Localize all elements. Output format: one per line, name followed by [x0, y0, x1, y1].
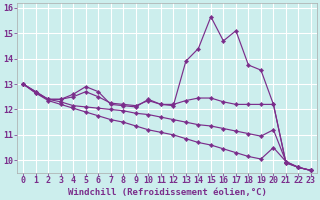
X-axis label: Windchill (Refroidissement éolien,°C): Windchill (Refroidissement éolien,°C) — [68, 188, 267, 197]
